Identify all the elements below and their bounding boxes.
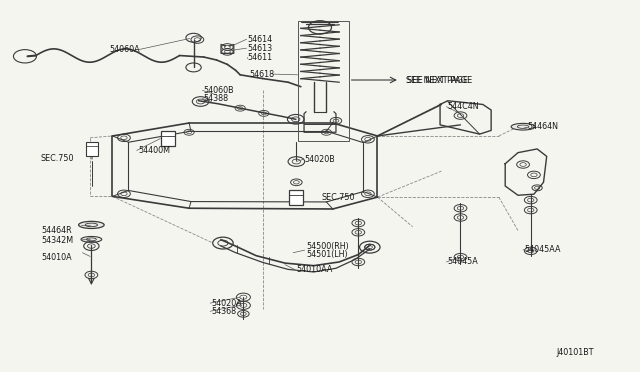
Text: 54464N: 54464N <box>527 122 559 131</box>
Ellipse shape <box>81 237 102 242</box>
Bar <box>289 190 303 205</box>
Text: SEE NEXT PAGE: SEE NEXT PAGE <box>406 76 468 84</box>
Text: 54060B: 54060B <box>204 86 234 95</box>
Text: 54400M: 54400M <box>138 146 170 155</box>
Text: 54500(RH): 54500(RH) <box>306 241 349 250</box>
Ellipse shape <box>511 124 535 130</box>
Text: 54045A: 54045A <box>448 257 479 266</box>
Text: 54010A: 54010A <box>41 253 72 262</box>
Text: 54020B: 54020B <box>305 155 335 164</box>
Bar <box>298 22 349 141</box>
Text: 54464R: 54464R <box>41 226 72 235</box>
Bar <box>161 131 175 146</box>
Text: 54342M: 54342M <box>41 236 73 246</box>
Text: 54614: 54614 <box>248 35 273 44</box>
Text: SEE NEXT PAGE: SEE NEXT PAGE <box>407 76 472 84</box>
Text: 54045AA: 54045AA <box>524 245 561 254</box>
Text: SEC.750: SEC.750 <box>322 193 355 202</box>
Text: 54501(LH): 54501(LH) <box>306 250 348 259</box>
Text: 54368: 54368 <box>211 307 237 316</box>
Text: J40101BT: J40101BT <box>556 347 594 356</box>
Text: 544C4N: 544C4N <box>448 102 479 111</box>
Text: 54020A: 54020A <box>211 299 242 308</box>
Text: SEC.750: SEC.750 <box>41 154 74 163</box>
Text: 54613: 54613 <box>248 44 273 52</box>
Bar <box>86 142 98 156</box>
Text: 54611: 54611 <box>248 52 273 61</box>
Ellipse shape <box>517 125 529 128</box>
Text: 54388: 54388 <box>204 94 229 103</box>
Text: 54618: 54618 <box>249 70 274 78</box>
Text: 54060A: 54060A <box>109 45 140 54</box>
Ellipse shape <box>86 238 97 241</box>
Ellipse shape <box>85 223 97 227</box>
Text: 54010AA: 54010AA <box>296 265 333 274</box>
Ellipse shape <box>79 221 104 228</box>
